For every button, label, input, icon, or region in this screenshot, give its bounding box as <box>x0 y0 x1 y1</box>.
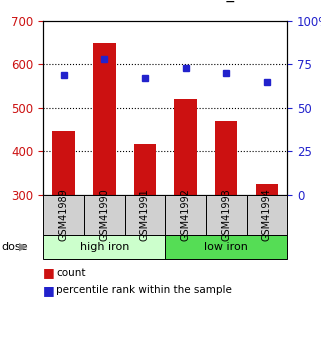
Text: ■: ■ <box>43 284 55 297</box>
Text: GDS2074 / 1395465_at: GDS2074 / 1395465_at <box>72 0 249 2</box>
Text: ▶: ▶ <box>19 242 27 252</box>
Text: dose: dose <box>2 242 28 252</box>
Text: count: count <box>56 268 86 277</box>
Text: percentile rank within the sample: percentile rank within the sample <box>56 286 232 295</box>
Text: GSM41993: GSM41993 <box>221 188 231 241</box>
Bar <box>175 99 197 195</box>
Text: low iron: low iron <box>204 242 248 252</box>
Bar <box>134 144 156 195</box>
Bar <box>93 43 116 195</box>
Bar <box>53 131 75 195</box>
Text: GSM41990: GSM41990 <box>99 188 109 241</box>
Text: GSM41992: GSM41992 <box>181 188 191 241</box>
Text: GSM41994: GSM41994 <box>262 188 272 241</box>
Bar <box>256 184 278 195</box>
Text: ■: ■ <box>43 266 55 279</box>
Text: GSM41991: GSM41991 <box>140 188 150 241</box>
Bar <box>215 121 238 195</box>
Text: GSM41989: GSM41989 <box>59 188 69 241</box>
Text: high iron: high iron <box>80 242 129 252</box>
